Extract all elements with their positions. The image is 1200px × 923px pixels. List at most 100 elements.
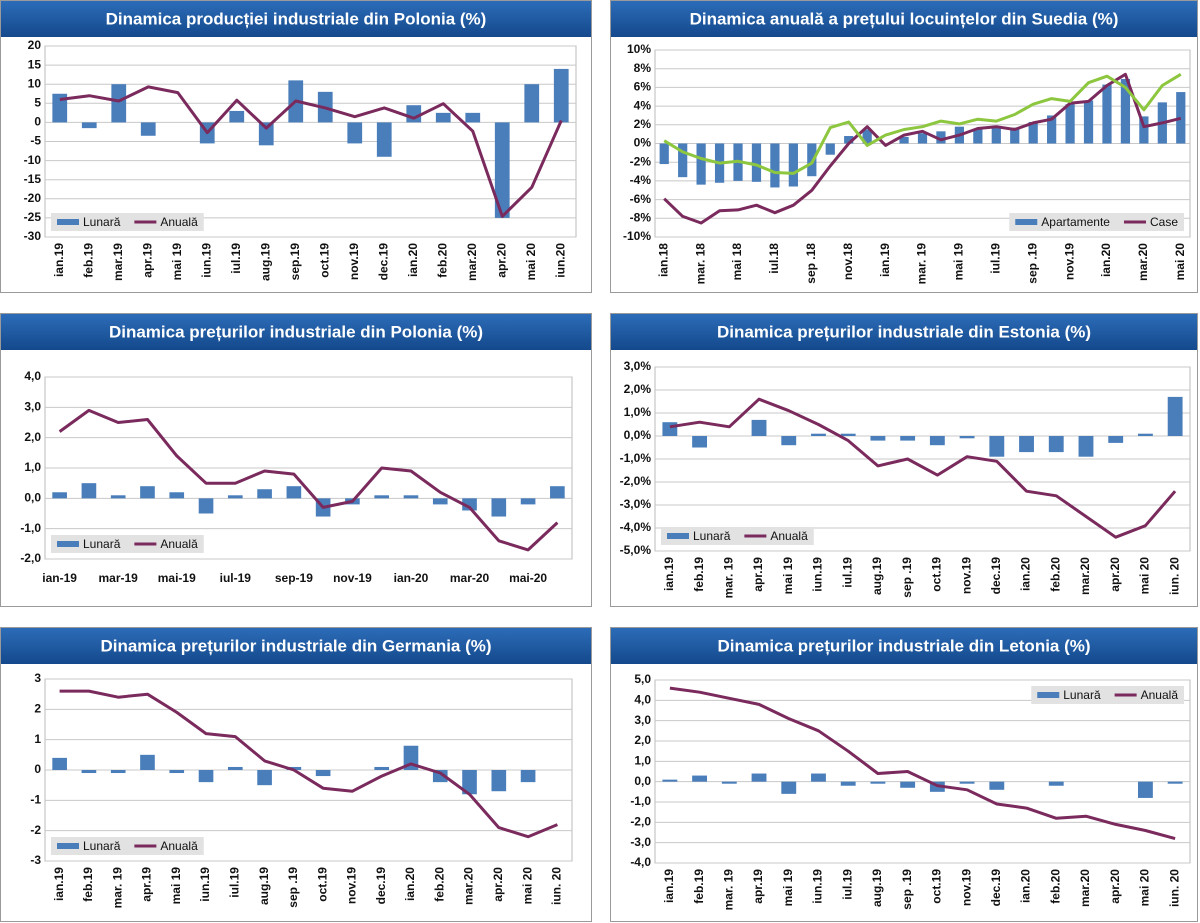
bar: [989, 436, 1005, 457]
bar: [1167, 781, 1183, 784]
x-tick-label: nov.19: [959, 557, 973, 594]
x-tick-label: mar.20: [1078, 557, 1092, 595]
bar: [1120, 78, 1131, 144]
x-tick-label: feb.19: [81, 867, 95, 902]
x-tick-label: feb.20: [435, 243, 449, 278]
bar: [111, 84, 127, 123]
legend-swatch: [1015, 219, 1038, 225]
legend: Lunară Anuală: [51, 837, 204, 855]
y-tick-label: 2,0: [24, 430, 41, 444]
legend-box: [661, 527, 814, 545]
legend-box: [51, 837, 204, 855]
y-tick-label: -5: [30, 134, 41, 148]
bar: [550, 486, 565, 499]
x-tick-label: sep-19: [275, 571, 313, 585]
x-tick-label: ian.18: [656, 243, 670, 277]
legend-box: [51, 213, 204, 231]
title-bar: [611, 1, 1197, 37]
bar: [229, 110, 245, 123]
y-tick-label: 5,0: [634, 672, 651, 686]
chart-title: Dinamica prețurilor industriale din Germ…: [100, 636, 491, 655]
x-tick-label: iun.19: [811, 557, 825, 592]
x-tick-label: feb.20: [1048, 557, 1062, 592]
x-tick-label: mar-19: [99, 571, 139, 585]
x-tick-label: oct.19: [317, 243, 331, 278]
x-tick-label: sep .19: [900, 557, 914, 598]
bar: [696, 143, 706, 185]
y-tick-label: 4,0: [24, 369, 41, 383]
x-tick-label: mai 19: [170, 243, 184, 281]
x-tick-label: mar. 19: [721, 557, 735, 599]
x-tick-label: mar.20: [1078, 869, 1092, 907]
bar: [900, 781, 916, 788]
y-tick-label: -10: [24, 153, 42, 167]
x-tick-label: aug.19: [257, 867, 271, 905]
bar: [959, 781, 975, 784]
bar: [520, 770, 536, 783]
x-tick-label: mar. 18: [693, 243, 707, 285]
bar: [1028, 121, 1038, 144]
title-bar: [611, 314, 1197, 350]
bar: [1048, 781, 1064, 786]
x-tick-label: sep.19: [288, 243, 302, 281]
x-tick-label: apr.19: [140, 867, 154, 902]
bar: [553, 68, 569, 123]
x-tick-label: ian.20: [1019, 869, 1033, 903]
y-tick-label: 3,0: [24, 400, 41, 414]
x-tick-label: feb.20: [1048, 869, 1062, 904]
title-bar: [1, 1, 591, 37]
x-tick-label: mar. 19: [915, 243, 929, 285]
y-tick-label: 0,0: [634, 774, 651, 788]
y-tick-label: -2,0: [20, 551, 41, 565]
bar: [1048, 436, 1064, 453]
y-tick-label: -5,0%: [620, 543, 652, 557]
bar: [110, 770, 126, 774]
bar: [491, 770, 507, 792]
y-tick-label: -6%: [630, 192, 652, 206]
chart-title: Dinamica prețurilor industriale din Esto…: [717, 322, 1091, 341]
y-tick-label: -15: [24, 172, 42, 186]
bar: [811, 433, 826, 436]
bar: [462, 770, 477, 795]
legend-label: Anuală: [160, 215, 198, 229]
line: [59, 85, 563, 218]
y-tick-label: 6%: [634, 80, 652, 94]
bar: [721, 781, 737, 784]
chart-title: Dinamica producției industriale din Polo…: [106, 9, 487, 28]
x-tick-label: apr.19: [751, 557, 765, 592]
bar: [991, 126, 1001, 144]
bar: [692, 775, 708, 782]
bar: [678, 143, 688, 178]
x-tick-label: iun.19: [199, 243, 213, 278]
y-tick-label: -8%: [630, 210, 652, 224]
bar: [169, 492, 185, 499]
x-tick-label: iul.19: [840, 869, 854, 900]
x-tick-label: feb.20: [432, 867, 446, 902]
bar: [374, 766, 390, 770]
bar: [1137, 781, 1153, 798]
y-tick-label: 1,0: [24, 460, 41, 474]
bar: [1137, 433, 1153, 436]
legend-label: Anuală: [160, 537, 198, 551]
x-tick-label: dec.19: [989, 869, 1003, 907]
x-tick-label: aug.19: [870, 869, 884, 907]
bar: [659, 143, 669, 165]
x-tick-label: aug.19: [870, 557, 884, 595]
bar: [959, 436, 975, 439]
x-tick-label: mai 20: [1138, 557, 1152, 595]
bar: [751, 419, 767, 436]
y-tick-label: 2,0: [634, 733, 651, 747]
x-tick-label: apr.20: [1108, 557, 1122, 592]
y-tick-label: 2,0%: [624, 382, 652, 396]
x-tick-label: mai 20: [520, 867, 534, 905]
bar: [692, 436, 708, 448]
y-tick-label: 3: [34, 671, 41, 685]
y-tick-label: -25: [24, 210, 42, 224]
legend-label: Apartamente: [1041, 215, 1110, 229]
x-tick-label: mar. 19: [110, 867, 124, 909]
x-tick-label: apr.19: [140, 243, 154, 278]
bar: [315, 770, 331, 777]
line: [59, 689, 558, 839]
x-tick-label: mar.20: [462, 867, 476, 905]
x-tick-label: dec.19: [989, 557, 1003, 595]
